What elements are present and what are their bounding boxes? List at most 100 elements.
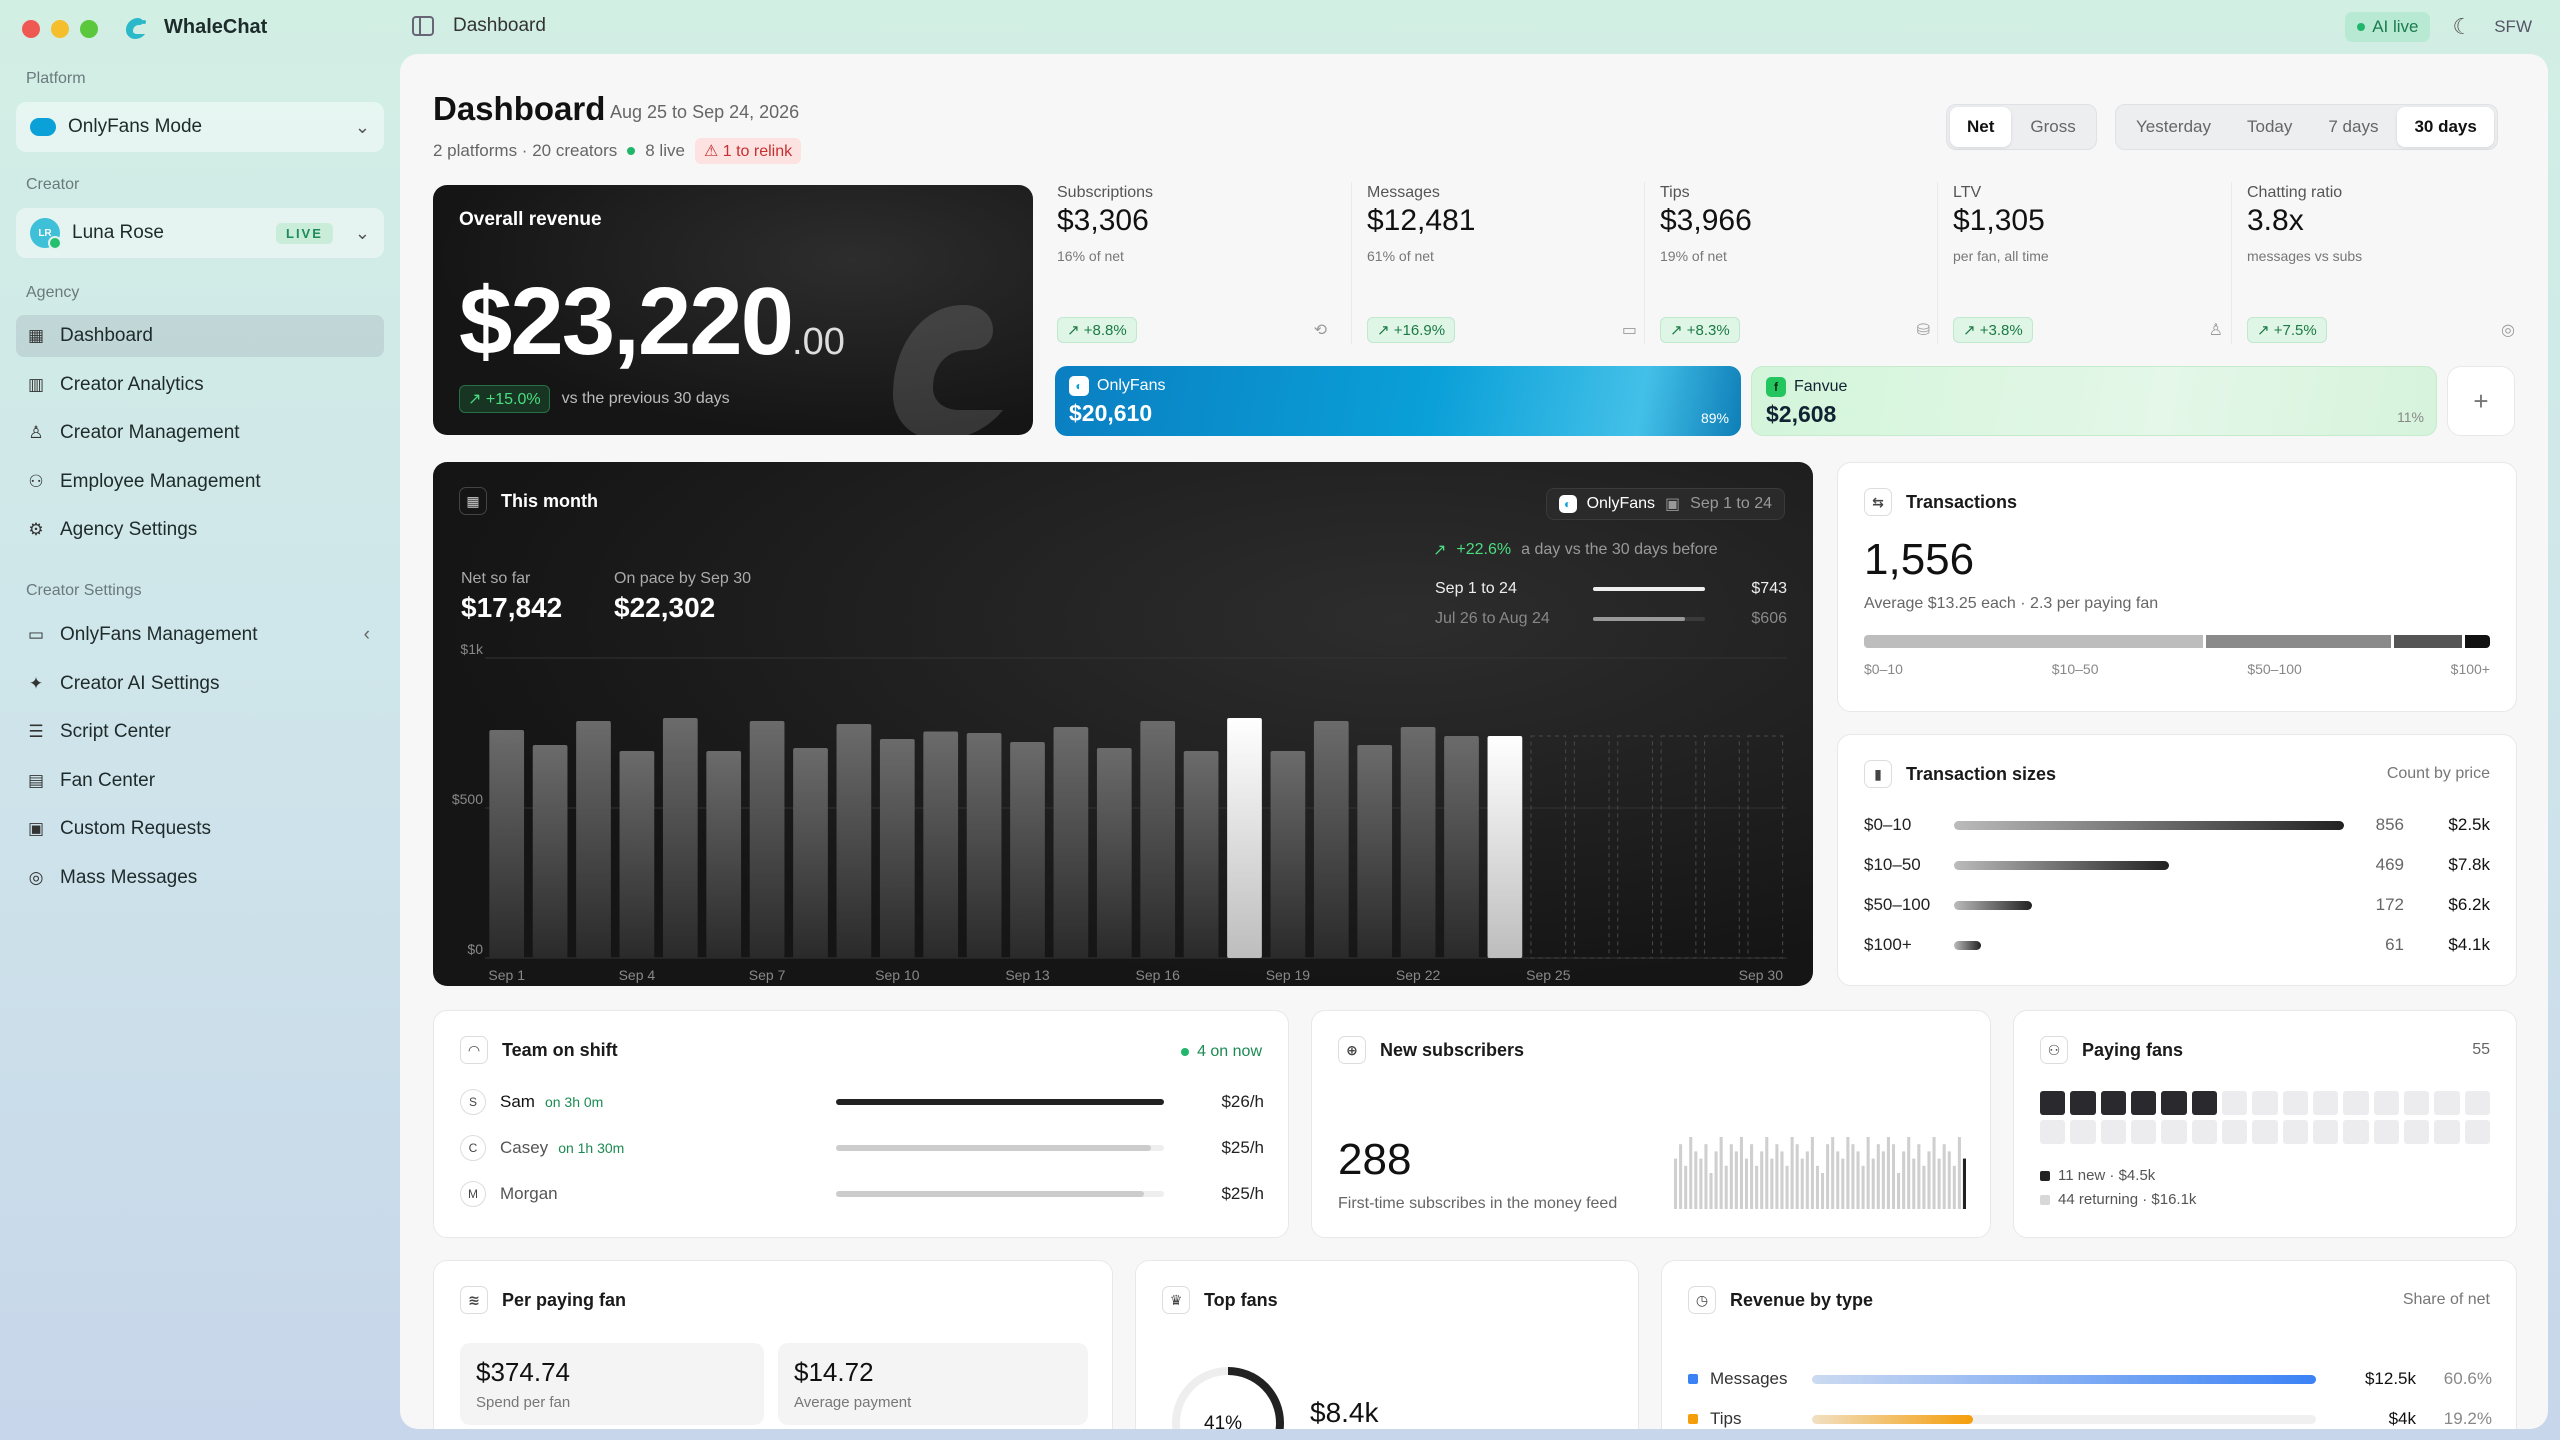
bar[interactable] [1140,721,1176,958]
net-gross-toggle: Net Gross [1946,104,2097,150]
card-title: Transaction sizes [1906,763,2057,784]
bar[interactable] [879,739,915,958]
projected-bar[interactable] [1704,735,1740,959]
range-tab-2[interactable]: 7 days [2328,117,2379,136]
zoom-window-button[interactable] [80,20,98,38]
bar[interactable] [1444,736,1479,958]
bar[interactable] [793,748,828,958]
kpi-tips[interactable]: Tips $3,966 19% of net ↗ +8.3% ⛁ [1660,184,1930,344]
bar[interactable] [1400,727,1436,958]
add-platform-button[interactable]: + [2447,366,2515,436]
bar[interactable] [1270,751,1306,958]
bar[interactable] [1096,748,1132,958]
spark-bar [1856,1151,1860,1209]
whale-watermark-icon [893,305,1003,435]
bar[interactable] [706,751,742,958]
bar[interactable] [966,733,1002,958]
sidebar-toggle-icon[interactable] [412,16,434,36]
kpi-subscriptions[interactable]: Subscriptions $3,306 16% of net ↗ +8.8% ⟲ [1057,184,1327,344]
page-date-range: Aug 25 to Sep 24, 2026 [610,102,800,122]
fan-cell [2464,1120,2490,1144]
projected-bar[interactable] [1530,735,1567,959]
member-track [836,1191,1164,1197]
projected-bar[interactable] [1617,735,1653,959]
range-tab-0[interactable]: Yesterday [2136,117,2211,136]
bar[interactable] [923,731,959,959]
bar[interactable] [749,721,785,958]
bar[interactable] [1053,727,1089,958]
fan-cell [2343,1120,2369,1144]
team-member-row[interactable]: C Casey on 1h 30m $25/h [460,1135,1264,1161]
rev-type-row: Tips $4k 19.2% [1688,1409,2492,1429]
bar[interactable] [619,751,655,958]
bar[interactable] [489,730,525,958]
platform-card-onlyfans[interactable]: ◐ OnlyFans $20,610 89% [1055,366,1741,436]
bar[interactable] [662,718,698,958]
transactions-segment [1864,635,2204,648]
bar[interactable] [836,724,872,958]
ai-status-badge[interactable]: AI live [2345,12,2431,42]
spark-bar [1790,1137,1794,1209]
spark-bar [1957,1137,1961,1209]
rev-type-amount: $4k [2388,1409,2416,1428]
chat-icon: ▭ [27,625,45,644]
summary-text: 2 platforms · 20 creators [433,141,618,160]
projected-bar[interactable] [1747,735,1784,959]
bar[interactable] [1227,718,1262,958]
spark-bar [1770,1158,1774,1209]
team-member-row[interactable]: S Sam on 3h 0m $26/h [460,1089,1264,1115]
sidebar-item-settings_items-3[interactable]: ▤ Fan Center [16,760,384,802]
close-window-button[interactable] [22,20,40,38]
bar[interactable] [532,745,568,958]
kpi-messages[interactable]: Messages $12,481 61% of net ↗ +16.9% ▭ [1367,184,1637,344]
user-icon: ♙ [28,423,44,443]
fan-cell [2464,1091,2490,1115]
fan-cell [2100,1091,2126,1115]
dark-mode-moon-icon[interactable]: ☾ [2452,14,2473,39]
mode-option-gross[interactable]: Gross [2030,117,2076,136]
bar[interactable] [1357,745,1393,958]
spark-bar [1674,1158,1678,1209]
compare-fill [1593,617,1685,621]
sidebar-item-agency_items-4[interactable]: ⚙ Agency Settings [16,509,384,551]
platform-select[interactable]: OnlyFans Mode ⌄ [16,102,384,152]
range-tab-1[interactable]: Today [2246,117,2293,136]
platform-card-fanvue[interactable]: f Fanvue $2,608 11% [1751,366,2437,436]
revenue-label: Overall revenue [459,209,602,230]
bar[interactable] [1183,751,1219,958]
rev-type-amount: $12.5k [2364,1369,2416,1388]
mode-option-net[interactable]: Net [1950,107,2012,147]
status-dot-icon [2357,23,2366,31]
bar[interactable] [1010,742,1045,958]
minimize-window-button[interactable] [51,20,69,38]
section-label-agency: Agency [26,284,80,301]
creator-select[interactable]: LR Luna Rose LIVE ⌄ [16,208,384,258]
user-icon: ♙ [2208,322,2223,339]
sidebar-item-agency_items-3[interactable]: ⚇ Employee Management [16,461,384,503]
sidebar-item-agency_items-2[interactable]: ♙ Creator Management [16,412,384,454]
bar[interactable] [1487,736,1523,958]
platform-period-chip[interactable]: ◐ OnlyFans ▣ Sep 1 to 24 [1545,488,1785,520]
revenue-change-note: vs the previous 30 days [561,390,730,407]
sidebar-item-settings_items-1[interactable]: ✦ Creator AI Settings [16,663,384,705]
range-tab-3[interactable]: 30 days [2397,107,2494,147]
sidebar-item-agency_items-0[interactable]: ▦ Dashboard [16,315,384,357]
sidebar-item-agency_items-1[interactable]: ▥ Creator Analytics [16,364,384,406]
bar[interactable] [576,721,611,958]
projected-bar[interactable] [1573,735,1610,959]
bar[interactable] [1313,721,1349,958]
team-member-row[interactable]: M Morgan $25/h [460,1181,1264,1207]
transactions-bar-label: $100+ [2450,661,2490,677]
sidebar-item-settings_items-4[interactable]: ▣ Custom Requests [16,808,384,850]
content-mode-toggle[interactable]: SFW [2494,17,2532,36]
kpi-ltv[interactable]: LTV $1,305 per fan, all time ↗ +3.8% ♙ [1953,184,2223,344]
sidebar-item-settings_items-2[interactable]: ☰ Script Center [16,711,384,753]
kpi-chatting-ratio[interactable]: Chatting ratio 3.8x messages vs subs ↗ +7.5… [2247,184,2515,344]
relink-badge[interactable]: ⚠ 1 to relink [694,138,802,164]
spark-bar [1810,1137,1814,1209]
projected-bar[interactable] [1660,735,1697,959]
relink-label: 1 to relink [722,143,793,160]
app-name: WhaleChat [164,15,268,38]
sidebar-item-settings_items-0[interactable]: ▭ OnlyFans Management ‹ [16,614,384,656]
sidebar-item-settings_items-5[interactable]: ◎ Mass Messages [16,857,384,899]
